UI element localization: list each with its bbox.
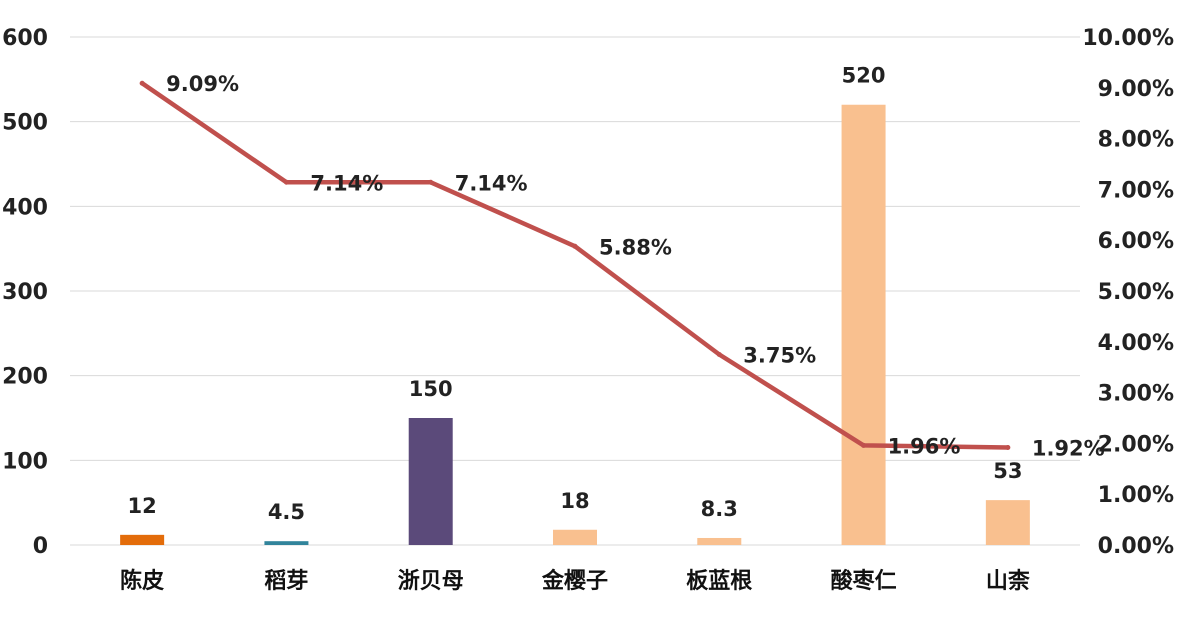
right-tick-label: 3.00% [1098, 382, 1174, 407]
category-label: 陈皮 [120, 568, 164, 594]
bar-value-label: 8.3 [701, 497, 738, 521]
line-point [861, 442, 867, 448]
right-tick-label: 2.00% [1098, 432, 1174, 457]
line-point [283, 179, 289, 185]
line-value-label: 7.14% [310, 171, 383, 195]
right-tick-label: 4.00% [1098, 331, 1174, 356]
left-tick-label: 400 [2, 195, 48, 220]
line-value-label: 9.09% [166, 72, 239, 96]
bar-series [120, 104, 1030, 545]
line-point [1005, 444, 1011, 450]
line-value-label: 5.88% [599, 235, 672, 259]
line-series [139, 80, 1011, 450]
bar [120, 534, 165, 545]
category-label: 金樱子 [541, 568, 608, 594]
right-tick-label: 10.00% [1082, 26, 1174, 51]
bar-value-label: 18 [560, 489, 589, 513]
left-axis: 0 100 200 300 400 500 600 [2, 26, 48, 559]
category-label: 酸枣仁 [831, 568, 897, 594]
right-tick-label: 0.00% [1098, 534, 1174, 559]
bar [408, 418, 453, 545]
right-tick-label: 8.00% [1098, 128, 1174, 153]
bar-value-label: 53 [993, 459, 1022, 483]
line-point [428, 179, 434, 185]
bar [697, 537, 742, 545]
category-label: 稻芽 [264, 569, 308, 594]
right-tick-label: 9.00% [1098, 77, 1174, 102]
bar [841, 104, 886, 545]
left-tick-label: 200 [2, 365, 48, 390]
left-tick-label: 300 [2, 280, 48, 305]
bar-value-label: 12 [128, 494, 157, 518]
left-tick-label: 600 [2, 26, 48, 51]
data-labels: 12 4.5 150 18 8.3 520 53 9.09% 7.14% 7.14% 5.88% 3.… [128, 64, 1105, 524]
left-tick-label: 0 [33, 534, 48, 559]
line-point [716, 352, 722, 357]
bar [553, 529, 597, 545]
left-tick-label: 100 [2, 449, 48, 474]
right-tick-label: 6.00% [1098, 229, 1174, 254]
line-point [139, 80, 145, 86]
right-axis: 0.00% 1.00% 2.00% 3.00% 4.00% 5.00% 6.00% 7.00%… [1082, 26, 1174, 559]
category-label: 板蓝根 [686, 569, 752, 594]
category-label: 山柰 [986, 568, 1030, 594]
bar [985, 500, 1030, 545]
line-value-label: 7.14% [455, 171, 528, 195]
right-tick-label: 5.00% [1098, 280, 1174, 305]
bar-value-label: 4.5 [268, 500, 305, 524]
grid-lines [70, 36, 1080, 546]
category-axis: 陈皮 稻芽 浙贝母 金樱子 板蓝根 酸枣仁 山柰 [120, 568, 1030, 594]
bar-value-label: 150 [409, 377, 453, 401]
right-tick-label: 7.00% [1098, 178, 1174, 203]
bar [264, 541, 309, 545]
line-point [572, 243, 578, 249]
line-value-label: 3.75% [743, 344, 816, 368]
line-value-label: 1.92% [1032, 436, 1105, 460]
bar-value-label: 520 [842, 64, 886, 88]
left-tick-label: 500 [2, 111, 48, 136]
right-tick-label: 1.00% [1098, 483, 1174, 508]
line-value-label: 1.96% [888, 434, 961, 458]
category-label: 浙贝母 [398, 569, 464, 594]
